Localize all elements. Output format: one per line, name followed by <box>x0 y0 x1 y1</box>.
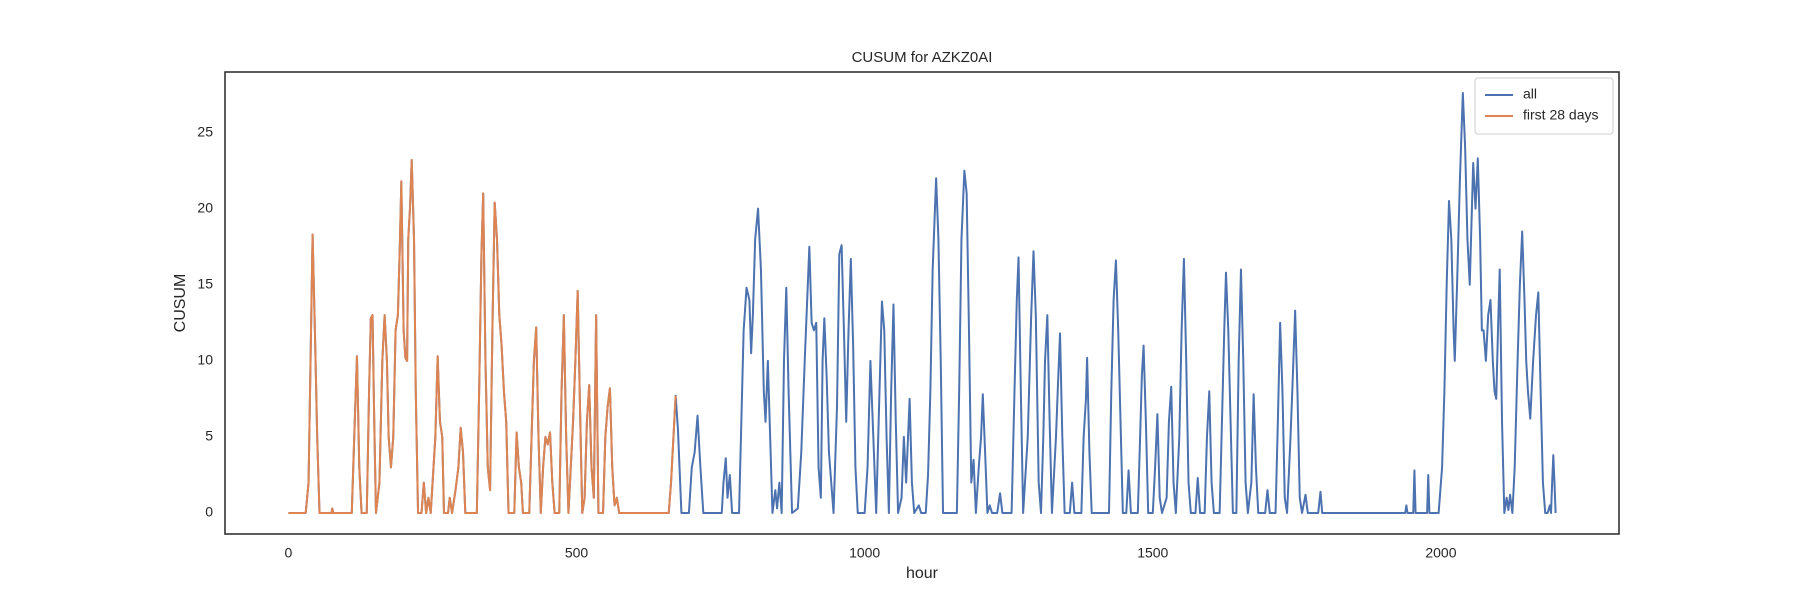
x-tick-label: 1000 <box>849 545 880 561</box>
x-tick-label: 2000 <box>1425 545 1456 561</box>
x-tick-label: 1500 <box>1137 545 1168 561</box>
y-tick-label: 15 <box>197 275 213 291</box>
y-tick-label: 10 <box>197 352 213 368</box>
x-tick-label: 500 <box>565 545 589 561</box>
series-line <box>288 158 677 514</box>
x-tick-label: 0 <box>284 545 292 561</box>
y-tick-label: 25 <box>197 123 213 139</box>
plot-frame <box>224 71 1620 535</box>
x-axis-label: hour <box>906 565 939 582</box>
chart-title: CUSUM for AZKZ0AI <box>852 49 993 66</box>
y-tick-label: 20 <box>197 199 213 215</box>
legend-box <box>1474 77 1614 135</box>
y-tick-label: 0 <box>205 504 213 520</box>
y-axis-label: CUSUM <box>172 274 189 333</box>
y-tick-label: 5 <box>205 428 213 444</box>
legend-label: first 28 days <box>1523 107 1598 123</box>
legend-label: all <box>1523 86 1537 102</box>
